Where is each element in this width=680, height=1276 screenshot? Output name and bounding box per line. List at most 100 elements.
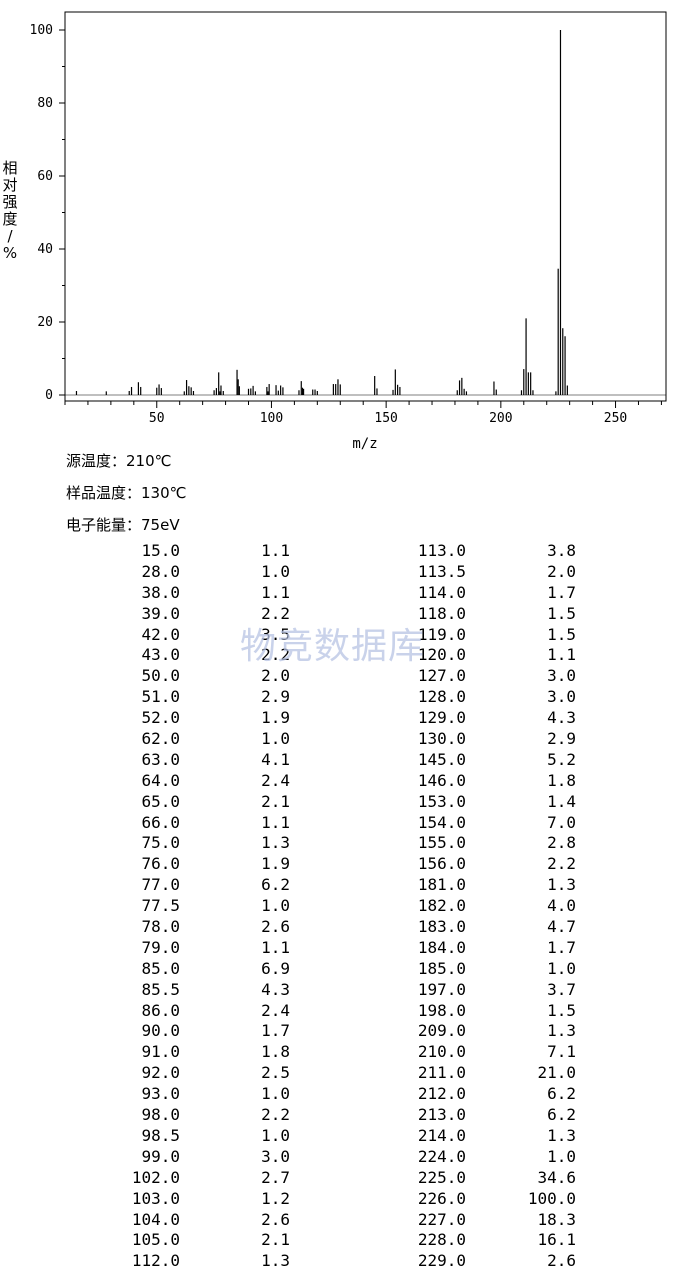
mz-cell: 224.0	[417, 1146, 466, 1166]
mz-cell: 211.0	[417, 1063, 466, 1083]
source-temperature: 源温度：210℃	[66, 452, 172, 470]
intensity-cell: 1.7	[547, 937, 576, 957]
x-tick-label: 50	[149, 411, 165, 426]
intensity-cell: 1.0	[547, 1146, 576, 1166]
mz-cell: 156.0	[417, 854, 466, 874]
intensity-cell: 2.2	[261, 645, 290, 665]
table-row: 105.0 2.1 228.0 16.1	[0, 1230, 680, 1251]
intensity-cell: 2.0	[261, 666, 290, 686]
mz-cell: 182.0	[417, 896, 466, 916]
intensity-cell: 2.4	[261, 770, 290, 790]
mz-cell: 227.0	[417, 1209, 466, 1229]
intensity-cell: 7.1	[547, 1042, 576, 1062]
mz-cell: 76.0	[141, 854, 180, 874]
intensity-cell: 3.7	[547, 979, 576, 999]
mz-cell: 155.0	[417, 833, 466, 853]
table-row: 39.0 2.2 118.0 1.5	[0, 604, 680, 625]
intensity-cell: 1.0	[261, 896, 290, 916]
intensity-cell: 2.6	[261, 1209, 290, 1229]
mz-cell: 64.0	[141, 770, 180, 790]
intensity-cell: 1.3	[547, 1021, 576, 1041]
mz-cell: 66.0	[141, 812, 180, 832]
table-row: 77.0 6.2 181.0 1.3	[0, 875, 680, 896]
y-tick-label: 60	[37, 169, 53, 184]
table-row: 66.0 1.1 154.0 7.0	[0, 813, 680, 834]
intensity-cell: 3.8	[547, 541, 576, 560]
mz-cell: 85.5	[141, 979, 180, 999]
table-row: 93.0 1.0 212.0 6.2	[0, 1084, 680, 1105]
table-row: 15.0 1.1 113.0 3.8	[0, 541, 680, 562]
table-row: 38.0 1.1 114.0 1.7	[0, 583, 680, 604]
mz-cell: 42.0	[141, 624, 180, 644]
watermark: 物竞数据库	[240, 626, 426, 667]
intensity-cell: 6.2	[261, 875, 290, 895]
y-axis-label-char: 度	[2, 210, 18, 228]
y-tick-label: 0	[45, 388, 53, 403]
mz-cell: 197.0	[417, 979, 466, 999]
intensity-cell: 1.3	[261, 1251, 290, 1271]
intensity-cell: 1.0	[261, 1125, 290, 1145]
mz-cell: 77.0	[141, 875, 180, 895]
x-axis-label: m/z	[352, 436, 377, 452]
mz-cell: 213.0	[417, 1105, 466, 1125]
y-axis-label: 相对强度 /%	[2, 160, 18, 262]
mz-cell: 98.0	[141, 1105, 180, 1125]
mz-cell: 114.0	[417, 582, 466, 602]
intensity-cell: 2.2	[547, 854, 576, 874]
intensity-cell: 1.5	[547, 624, 576, 644]
mz-cell: 119.0	[417, 624, 466, 644]
table-row: 43.0 2.2 120.0 1.1	[0, 645, 680, 666]
mz-cell: 28.0	[141, 561, 180, 581]
intensity-cell: 18.3	[537, 1209, 576, 1229]
intensity-cell: 7.0	[547, 812, 576, 832]
table-row: 92.0 2.5 211.0 21.0	[0, 1063, 680, 1084]
intensity-cell: 1.1	[261, 582, 290, 602]
table-row: 76.0 1.9 156.0 2.2	[0, 854, 680, 875]
mz-cell: 90.0	[141, 1021, 180, 1041]
table-row: 103.0 1.2 226.0 100.0	[0, 1189, 680, 1210]
mz-cell: 85.0	[141, 958, 180, 978]
intensity-cell: 3.0	[261, 1146, 290, 1166]
table-row: 102.0 2.7 225.0 34.6	[0, 1168, 680, 1189]
table-row: 28.0 1.0 113.5 2.0	[0, 562, 680, 583]
mz-cell: 75.0	[141, 833, 180, 853]
mz-cell: 183.0	[417, 917, 466, 937]
mz-cell: 145.0	[417, 749, 466, 769]
mz-cell: 77.5	[141, 896, 180, 916]
y-axis-label-char: 强	[2, 193, 18, 211]
intensity-cell: 1.0	[261, 1084, 290, 1104]
intensity-cell: 1.4	[547, 791, 576, 811]
sample-temperature: 样品温度：130℃	[66, 484, 187, 502]
y-axis-label-char: %	[2, 244, 18, 262]
x-tick-label: 100	[260, 411, 283, 426]
mz-cell: 38.0	[141, 582, 180, 602]
mz-cell: 154.0	[417, 812, 466, 832]
intensity-cell: 2.2	[261, 1105, 290, 1125]
intensity-cell: 2.7	[261, 1167, 290, 1187]
mz-cell: 99.0	[141, 1146, 180, 1166]
table-row: 85.0 6.9 185.0 1.0	[0, 959, 680, 980]
table-row: 79.0 1.1 184.0 1.7	[0, 938, 680, 959]
intensity-cell: 1.9	[261, 854, 290, 874]
table-row: 51.0 2.9 128.0 3.0	[0, 687, 680, 708]
intensity-cell: 16.1	[537, 1230, 576, 1250]
intensity-cell: 4.1	[261, 749, 290, 769]
mz-cell: 113.0	[417, 541, 466, 560]
intensity-cell: 1.0	[261, 561, 290, 581]
mz-cell: 209.0	[417, 1021, 466, 1041]
intensity-cell: 1.9	[261, 708, 290, 728]
intensity-cell: 2.6	[261, 917, 290, 937]
y-tick-label: 20	[37, 315, 53, 330]
mz-cell: 103.0	[131, 1188, 180, 1208]
intensity-cell: 1.5	[547, 603, 576, 623]
mz-cell: 91.0	[141, 1042, 180, 1062]
mass-spectrum-chart: 0 20 40 60 80 100 50 100 150 200 250 m/z	[30, 11, 667, 452]
mz-cell: 52.0	[141, 708, 180, 728]
intensity-cell: 100.0	[527, 1188, 576, 1208]
mz-cell: 63.0	[141, 749, 180, 769]
mz-cell: 50.0	[141, 666, 180, 686]
mz-cell: 112.0	[131, 1251, 180, 1271]
intensity-cell: 1.2	[261, 1188, 290, 1208]
intensity-cell: 4.0	[547, 896, 576, 916]
intensity-cell: 5.2	[547, 749, 576, 769]
